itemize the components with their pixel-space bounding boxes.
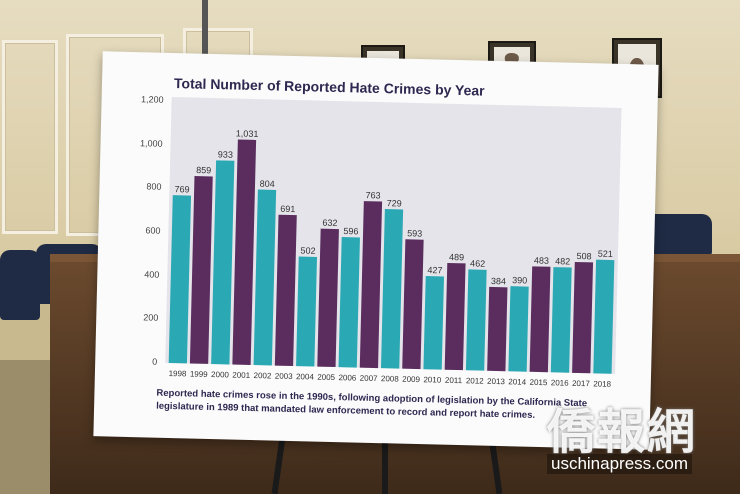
data-label-2008: 729	[387, 198, 402, 208]
poster-board: Total Number of Reported Hate Crimes by …	[93, 51, 659, 450]
bar-2007	[359, 201, 383, 369]
bar-2009	[402, 239, 424, 370]
x-tick-label-2018: 2018	[593, 379, 612, 388]
x-tick-label-2010: 2010	[423, 375, 442, 384]
data-label-2001: 1,031	[236, 128, 259, 139]
data-label-2005: 632	[322, 218, 337, 228]
x-tick-label-2002: 2002	[253, 371, 272, 380]
data-label-2017: 508	[576, 251, 591, 261]
bar-2012	[465, 269, 487, 371]
bar-2000	[211, 160, 235, 365]
bar-2008	[380, 209, 404, 369]
data-label-2009: 593	[407, 228, 422, 238]
x-tick-label-2005: 2005	[317, 373, 336, 382]
bar-2018	[593, 259, 615, 374]
bar-2013	[487, 286, 508, 372]
x-tick-label-2009: 2009	[402, 375, 421, 384]
chair	[646, 214, 712, 256]
x-tick-label-2000: 2000	[211, 370, 230, 379]
bar-1999	[189, 175, 213, 364]
easel-leg	[382, 430, 388, 494]
bar-2011	[444, 262, 466, 371]
data-label-2014: 390	[512, 275, 527, 285]
wall-panel	[2, 40, 58, 234]
x-tick-label-2008: 2008	[381, 374, 400, 383]
data-label-2016: 482	[555, 256, 570, 266]
bar-2010	[423, 275, 444, 370]
x-tick-label-2014: 2014	[508, 377, 527, 386]
bar-2015	[529, 266, 551, 373]
x-tick-label-2017: 2017	[572, 379, 591, 388]
bar-chart: 769 1998 859 1999 933 2000 1,031 2001 804 2002 691…	[168, 128, 615, 389]
data-label-1998: 769	[174, 184, 189, 194]
data-label-2004: 502	[300, 246, 315, 256]
bar-2017	[572, 261, 594, 374]
data-label-2006: 596	[343, 226, 358, 236]
data-label-2018: 521	[598, 249, 613, 259]
x-tick-label-2003: 2003	[275, 372, 294, 381]
x-tick-label-1999: 1999	[190, 369, 209, 378]
x-tick-label-2012: 2012	[466, 376, 485, 385]
bar-2016	[550, 267, 572, 373]
x-tick-label-2015: 2015	[529, 378, 548, 387]
data-label-2015: 483	[534, 255, 549, 265]
data-label-2007: 763	[365, 190, 380, 200]
data-label-2000: 933	[218, 149, 233, 159]
bar-2002	[253, 189, 277, 366]
bar-2014	[508, 286, 529, 372]
x-tick-label-2004: 2004	[296, 372, 315, 381]
data-label-1999: 859	[196, 165, 211, 175]
bar-2004	[296, 256, 318, 367]
data-label-2002: 804	[260, 179, 275, 189]
data-label-2010: 427	[427, 265, 442, 275]
x-tick-label-2013: 2013	[487, 377, 506, 386]
bar-2005	[317, 228, 339, 368]
data-label-2003: 691	[280, 204, 295, 214]
bar-2006	[338, 237, 360, 368]
data-label-2011: 489	[449, 252, 464, 262]
bar-2001	[232, 139, 257, 365]
watermark: 僑報網 uschinapress.com	[547, 392, 732, 474]
watermark-logo-text: 僑報網	[547, 404, 698, 460]
data-label-2012: 462	[470, 258, 485, 268]
flag-pole	[202, 0, 208, 60]
x-tick-label-2006: 2006	[338, 373, 357, 382]
bar-1998	[168, 195, 192, 364]
chair	[0, 250, 40, 320]
x-tick-label-1998: 1998	[169, 369, 188, 378]
data-label-2013: 384	[491, 276, 506, 286]
bar-2003	[274, 214, 297, 367]
x-tick-label-2016: 2016	[551, 378, 570, 387]
x-tick-label-2001: 2001	[232, 371, 251, 380]
x-tick-label-2011: 2011	[445, 376, 463, 385]
watermark-url: uschinapress.com	[547, 454, 693, 474]
x-tick-label-2007: 2007	[360, 374, 379, 383]
